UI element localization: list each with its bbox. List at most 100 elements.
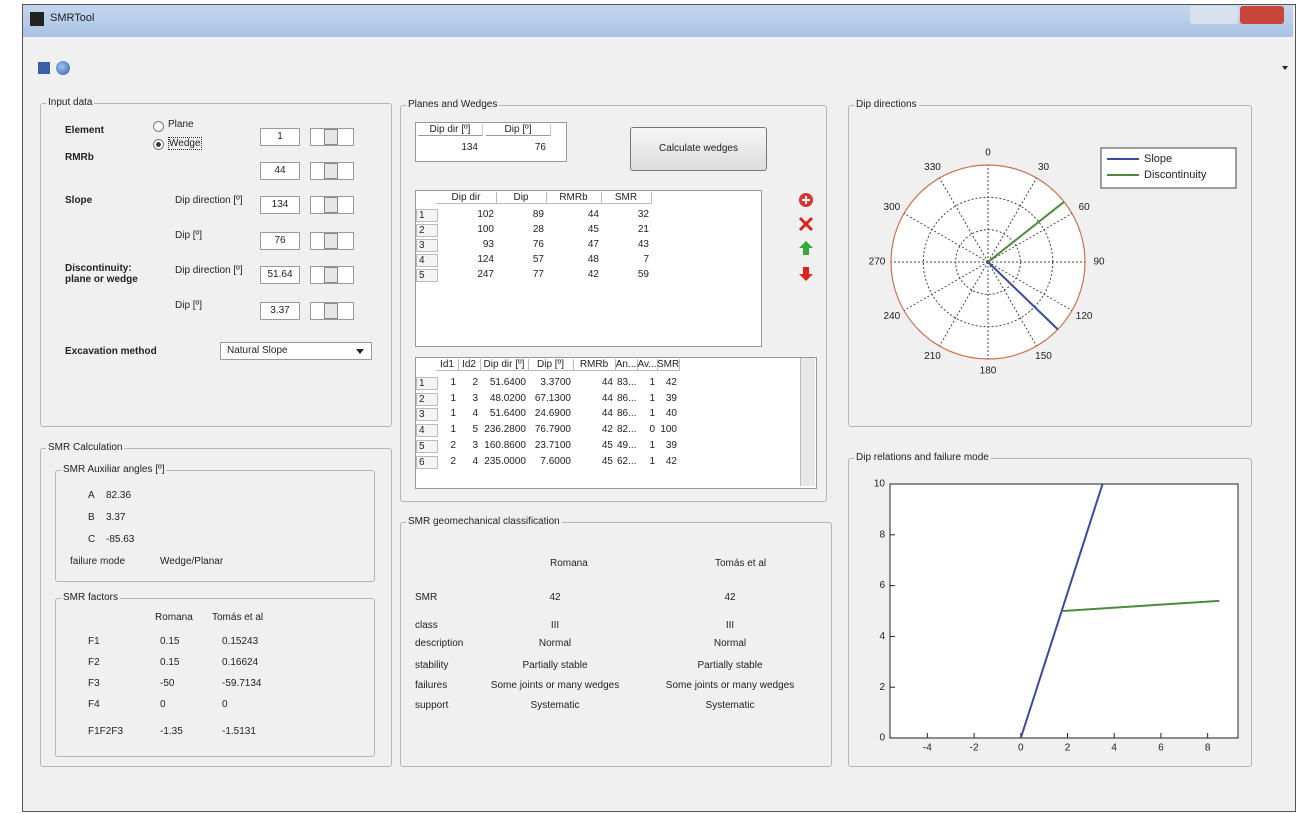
y-tick-label: 0 bbox=[879, 733, 885, 744]
cell: 45 bbox=[587, 224, 599, 235]
polar-spoke bbox=[987, 213, 1073, 263]
theta-tick-label: 60 bbox=[1079, 202, 1091, 213]
row-header: 1 bbox=[416, 376, 438, 390]
cell: 235.0000 bbox=[484, 455, 526, 467]
column-header: Dip bbox=[496, 192, 547, 204]
label: 82.36 bbox=[106, 490, 132, 501]
globe-icon[interactable] bbox=[56, 61, 70, 75]
cell: 45 bbox=[601, 440, 613, 451]
value-field[interactable]: 134 bbox=[260, 196, 300, 214]
scrollbar[interactable] bbox=[800, 358, 815, 486]
cell: 102 bbox=[477, 209, 494, 220]
label: Wedge/Planar bbox=[160, 556, 224, 567]
spinner-thumb bbox=[324, 233, 338, 249]
polar-spoke bbox=[903, 213, 989, 263]
label: 0.15 bbox=[160, 657, 180, 668]
delete-icon[interactable] bbox=[798, 216, 814, 232]
down-icon[interactable] bbox=[798, 266, 814, 282]
cell: 236.2800 bbox=[484, 424, 526, 436]
radio[interactable] bbox=[153, 121, 164, 132]
label: Dip [º] bbox=[175, 300, 202, 311]
panel bbox=[55, 470, 375, 582]
close-button[interactable] bbox=[1240, 6, 1284, 24]
label: Element bbox=[65, 125, 104, 136]
cell: 40 bbox=[665, 408, 677, 420]
radio-label: Wedge bbox=[168, 137, 202, 150]
column-header: An... bbox=[615, 359, 638, 371]
cell: 42 bbox=[549, 592, 561, 603]
cell: Normal bbox=[538, 638, 572, 649]
cell: 77 bbox=[532, 269, 544, 280]
column-header: Tomás et al bbox=[212, 612, 264, 623]
y-tick-label: 10 bbox=[874, 479, 886, 490]
label: 0.15 bbox=[160, 636, 180, 647]
spinner-thumb bbox=[324, 163, 338, 179]
polar-spoke bbox=[987, 261, 1037, 347]
row-header: 3 bbox=[416, 239, 438, 252]
row-header: 3 bbox=[416, 408, 438, 422]
theta-tick-label: 180 bbox=[980, 366, 997, 377]
label: Dip [º] bbox=[175, 230, 202, 241]
add-icon[interactable] bbox=[798, 192, 814, 208]
radio[interactable] bbox=[153, 139, 164, 150]
label: -59.7134 bbox=[222, 678, 262, 689]
label: Excavation method bbox=[65, 346, 157, 357]
label: 3.37 bbox=[106, 512, 126, 523]
panel-title: SMR Calculation bbox=[46, 442, 125, 453]
row-header: 5 bbox=[416, 269, 438, 282]
cell: 1 bbox=[649, 440, 655, 451]
series-line bbox=[1019, 483, 1104, 739]
window-title: SMRTool bbox=[50, 12, 95, 24]
value-field[interactable]: 51.64 bbox=[260, 266, 300, 284]
y-tick-label: 4 bbox=[879, 631, 885, 642]
cell: 43 bbox=[637, 239, 649, 250]
panel bbox=[55, 598, 375, 757]
value-field[interactable]: 76 bbox=[260, 232, 300, 250]
cell: 83... bbox=[617, 376, 637, 388]
label: F2 bbox=[88, 657, 100, 668]
cell: 3 bbox=[472, 440, 478, 451]
cell: 1 bbox=[450, 424, 456, 436]
y-tick-label: 6 bbox=[879, 580, 885, 591]
polar-spoke bbox=[903, 261, 989, 311]
value-field[interactable]: 44 bbox=[260, 162, 300, 180]
up-icon[interactable] bbox=[798, 240, 814, 256]
label: support bbox=[415, 700, 449, 711]
menu-arrow[interactable] bbox=[1282, 66, 1288, 70]
cell: 49... bbox=[617, 440, 637, 451]
label: failures bbox=[415, 680, 448, 691]
theta-tick-label: 330 bbox=[924, 162, 941, 173]
cell: 2 bbox=[450, 455, 456, 467]
label: B bbox=[88, 512, 95, 523]
panel bbox=[848, 105, 1252, 427]
x-tick-label: 2 bbox=[1065, 743, 1071, 754]
value-field[interactable]: Natural Slope bbox=[220, 342, 372, 360]
cell: 57 bbox=[532, 254, 544, 265]
cell: 47 bbox=[587, 239, 599, 250]
theta-tick-label: 0 bbox=[985, 148, 991, 159]
legend bbox=[1100, 147, 1237, 189]
cell: 44 bbox=[601, 408, 613, 420]
cell: 100 bbox=[477, 224, 494, 235]
cell: 21 bbox=[637, 224, 649, 235]
theta-tick-label: 300 bbox=[884, 202, 901, 213]
panel bbox=[40, 448, 392, 767]
minmax-buttons[interactable] bbox=[1190, 6, 1238, 24]
value-field[interactable]: 3.37 bbox=[260, 302, 300, 320]
cell: 1 bbox=[649, 408, 655, 420]
cell: 1 bbox=[450, 408, 456, 420]
cell: 160.8600 bbox=[484, 440, 526, 451]
cell: 82... bbox=[617, 424, 637, 436]
row-header: 1 bbox=[416, 209, 438, 222]
label: 0.16624 bbox=[222, 657, 259, 668]
cell: 42 bbox=[665, 455, 677, 467]
spinner-thumb bbox=[324, 129, 338, 145]
panel-title: SMR Auxiliar angles [º] bbox=[61, 464, 167, 475]
button[interactable]: Calculate wedges bbox=[630, 127, 767, 171]
save-icon[interactable] bbox=[38, 62, 50, 74]
value-field[interactable]: 1 bbox=[260, 128, 300, 146]
cell: III bbox=[550, 620, 560, 631]
label: Discontinuity: plane or wedge bbox=[65, 263, 138, 285]
series-line bbox=[1062, 599, 1220, 612]
label: F1 bbox=[88, 636, 100, 647]
